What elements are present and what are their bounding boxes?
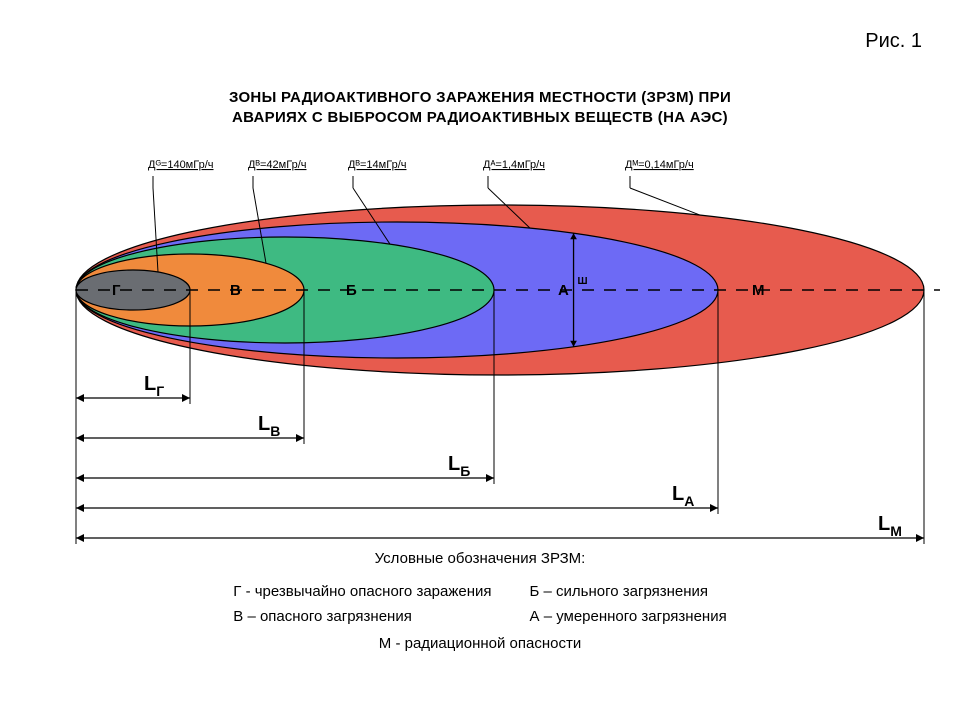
dim-label-В: LВ [258, 413, 280, 439]
contamination-zones-diagram: М А Б В Г Дᴹ=0,14мГр/ч Дᴬ=1,4мГр/ч Дᴮ=14мГр/ч Дᴮ… [0, 0, 960, 560]
dim-arrow-head [916, 534, 924, 542]
dose-label-G: Дᴳ=140мГр/ч [148, 159, 214, 171]
legend-item: В – опасного загрязнения [233, 608, 491, 625]
dose-label-V: Дᴮ=42мГр/ч [248, 159, 306, 171]
legend-left-column: Г - чрезвычайно опасного заражения В – о… [233, 583, 491, 625]
legend-item: Г - чрезвычайно опасного заражения [233, 583, 491, 600]
dim-label-Б: LБ [448, 453, 470, 479]
zone-label-G: Г [112, 282, 121, 299]
legend-item: Б – сильного загрязнения [530, 583, 727, 600]
dose-label-B_cyr: Дᴮ=14мГр/ч [348, 159, 406, 171]
legend-item: А – умеренного загрязнения [530, 608, 727, 625]
dim-arrow-head [76, 394, 84, 402]
zone-label-M: М [752, 282, 765, 299]
dim-label-Г: LГ [144, 373, 164, 399]
zone-label-V: В [230, 282, 241, 299]
dim-label-А: LА [672, 483, 694, 509]
zone-label-B_cyr: Б [346, 282, 357, 299]
legend-title: Условные обозначения ЗРЗМ: [0, 550, 960, 567]
legend: Условные обозначения ЗРЗМ: Г - чрезвычай… [0, 550, 960, 652]
dim-arrow-head [486, 474, 494, 482]
dim-arrow-head [76, 434, 84, 442]
dim-arrow-head [76, 534, 84, 542]
dim-arrow-head [182, 394, 190, 402]
dim-arrow-head [710, 504, 718, 512]
zone-label-A: А [558, 282, 569, 299]
dose-label-A: Дᴬ=1,4мГр/ч [483, 159, 545, 171]
dose-label-M: Дᴹ=0,14мГр/ч [625, 159, 694, 171]
dim-label-М: LМ [878, 513, 902, 539]
dim-arrow-head [76, 504, 84, 512]
legend-item: М - радиационной опасности [0, 635, 960, 652]
width-label: Ш [578, 276, 588, 287]
dim-arrow-head [76, 474, 84, 482]
legend-right-column: Б – сильного загрязнения А – умеренного … [530, 583, 727, 625]
dim-arrow-head [296, 434, 304, 442]
